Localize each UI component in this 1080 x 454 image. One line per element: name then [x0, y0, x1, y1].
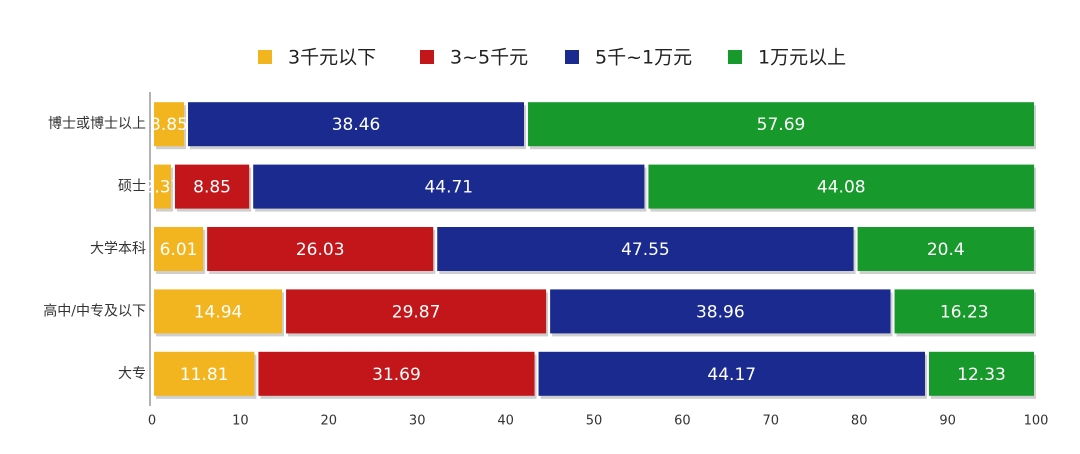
data-label: 29.87: [392, 302, 441, 322]
legend-label: 3~5千元: [450, 47, 528, 69]
bar-segment: [154, 351, 255, 396]
bar-segment: [188, 102, 525, 147]
y-tick-label: 硕士: [118, 179, 146, 195]
legend-swatch: [420, 50, 434, 64]
y-tick-label: 博士或博士以上: [48, 115, 146, 132]
x-tick-label: 50: [586, 414, 603, 429]
data-label: 44.17: [707, 365, 756, 385]
x-tick-label: 10: [232, 414, 249, 429]
y-tick-label: 大学本科: [90, 241, 146, 257]
bar-segment: [538, 351, 926, 396]
bar-segment: [528, 102, 1034, 147]
data-label: 38.46: [332, 115, 381, 135]
y-tick-label: 大专: [118, 366, 146, 382]
x-tick-label: 20: [321, 414, 338, 429]
bar-segment: [154, 102, 185, 147]
data-label: 20.4: [927, 240, 965, 260]
legend-label: 5千~1万元: [595, 47, 692, 69]
bar-segment: [550, 289, 891, 334]
x-tick-label: 90: [939, 414, 956, 429]
data-label: 8.85: [193, 178, 231, 198]
bar-segment: [154, 227, 204, 271]
bar-segment: [154, 164, 171, 209]
data-label: 14.94: [194, 302, 243, 322]
bar-segment: [894, 289, 1034, 334]
x-tick-label: 80: [851, 414, 868, 429]
data-label: 2.37: [144, 178, 182, 198]
legend-swatch: [728, 50, 742, 64]
data-label: 44.71: [424, 178, 473, 198]
bar-segment: [174, 164, 250, 209]
data-label: 38.96: [696, 302, 745, 322]
bar-segment: [207, 227, 434, 271]
data-label: 47.55: [621, 240, 670, 260]
bar-segment: [286, 289, 547, 334]
legend-swatch: [258, 50, 272, 64]
data-label: 26.03: [296, 240, 345, 260]
data-label: 6.01: [160, 240, 198, 260]
bar-segment: [857, 227, 1034, 271]
y-tick-label: 高中/中专及以下: [43, 302, 146, 319]
bar-segment: [437, 227, 854, 271]
x-tick-label: 60: [674, 414, 691, 429]
x-tick-label: 70: [763, 414, 780, 429]
bar-segment: [253, 164, 645, 209]
bar-segment: [929, 351, 1034, 396]
bar-segment: [648, 164, 1035, 209]
data-label: 44.08: [817, 178, 866, 198]
legend-label: 1万元以上: [758, 47, 846, 69]
data-label: 11.81: [180, 365, 229, 385]
data-label: 57.69: [757, 115, 806, 135]
bar-segment: [154, 289, 283, 334]
legend-label: 3千元以下: [288, 47, 376, 69]
x-tick-label: 40: [497, 414, 514, 429]
bar-segment: [258, 351, 535, 396]
data-label: 16.23: [940, 302, 989, 322]
legend-swatch: [565, 50, 579, 64]
data-label: 31.69: [372, 365, 421, 385]
data-label: 3.85: [150, 115, 188, 135]
x-tick-label: 100: [1024, 414, 1049, 429]
x-tick-label: 0: [148, 414, 156, 429]
x-tick-label: 30: [409, 414, 426, 429]
data-label: 12.33: [957, 365, 1006, 385]
